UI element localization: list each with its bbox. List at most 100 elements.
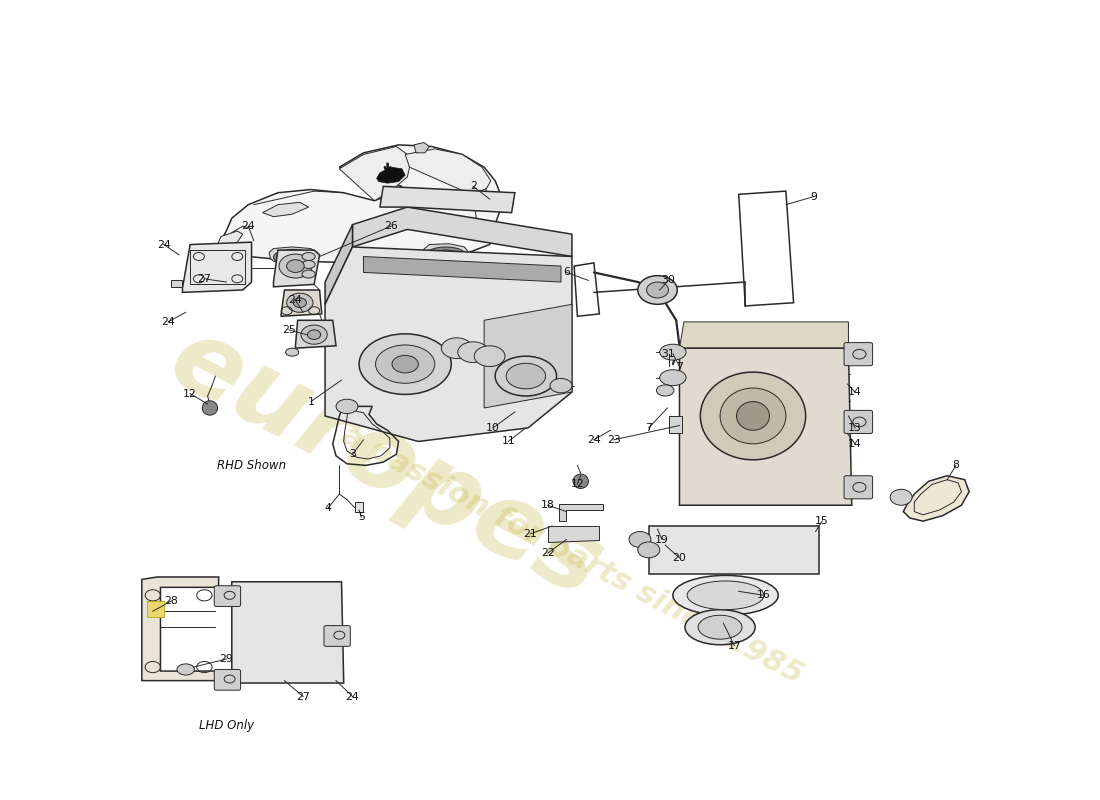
Ellipse shape (274, 250, 313, 266)
Polygon shape (218, 231, 243, 247)
Ellipse shape (720, 388, 785, 444)
Ellipse shape (647, 282, 669, 298)
Polygon shape (548, 526, 600, 542)
Text: 19: 19 (654, 534, 669, 545)
Text: 24: 24 (162, 317, 175, 327)
Text: 22: 22 (541, 548, 554, 558)
Polygon shape (669, 416, 682, 434)
Text: 18: 18 (541, 500, 554, 510)
Polygon shape (376, 167, 405, 183)
Polygon shape (422, 244, 469, 261)
Polygon shape (339, 146, 409, 201)
Polygon shape (559, 504, 603, 521)
Polygon shape (354, 502, 363, 512)
Polygon shape (379, 186, 515, 213)
Text: 28: 28 (165, 596, 178, 606)
Ellipse shape (302, 253, 316, 261)
Polygon shape (363, 257, 561, 282)
Polygon shape (142, 577, 219, 681)
Ellipse shape (336, 399, 358, 414)
Polygon shape (414, 142, 429, 153)
Text: LHD Only: LHD Only (199, 718, 254, 732)
Text: 27: 27 (296, 691, 310, 702)
Text: 14: 14 (848, 387, 862, 397)
Ellipse shape (685, 610, 756, 645)
Polygon shape (282, 290, 322, 316)
Ellipse shape (375, 345, 434, 383)
Ellipse shape (474, 346, 505, 366)
Ellipse shape (301, 325, 328, 344)
Polygon shape (263, 202, 309, 217)
Text: 8: 8 (953, 460, 959, 470)
Ellipse shape (701, 372, 805, 460)
Text: 16: 16 (757, 590, 771, 600)
Text: 30: 30 (661, 275, 675, 286)
Polygon shape (296, 320, 336, 348)
Ellipse shape (688, 581, 764, 610)
Ellipse shape (495, 356, 557, 396)
Text: 26: 26 (384, 222, 398, 231)
Text: 24: 24 (345, 691, 360, 702)
Ellipse shape (638, 276, 678, 304)
Ellipse shape (177, 664, 195, 675)
Text: 20: 20 (672, 553, 686, 563)
Text: 12: 12 (571, 478, 584, 489)
Text: 24: 24 (288, 295, 302, 306)
FancyBboxPatch shape (214, 586, 241, 606)
Ellipse shape (308, 330, 321, 339)
FancyBboxPatch shape (844, 476, 872, 499)
Ellipse shape (638, 542, 660, 558)
Text: 9: 9 (810, 192, 817, 202)
Text: 23: 23 (607, 435, 620, 445)
Text: RHD Shown: RHD Shown (217, 459, 286, 472)
Ellipse shape (550, 378, 572, 393)
FancyBboxPatch shape (214, 670, 241, 690)
Text: 12: 12 (184, 389, 197, 398)
Ellipse shape (202, 401, 218, 415)
Ellipse shape (434, 250, 456, 260)
Ellipse shape (359, 334, 451, 394)
Ellipse shape (441, 338, 472, 358)
Polygon shape (216, 145, 500, 263)
Text: 4: 4 (324, 502, 332, 513)
Text: 25: 25 (282, 325, 296, 335)
Ellipse shape (737, 402, 769, 430)
Text: 14: 14 (848, 439, 862, 449)
Text: 27: 27 (198, 274, 211, 284)
Polygon shape (232, 582, 343, 683)
Text: 7: 7 (646, 423, 652, 433)
Ellipse shape (286, 348, 299, 356)
Text: europes: europes (152, 308, 618, 620)
FancyBboxPatch shape (844, 410, 872, 434)
Ellipse shape (660, 344, 686, 360)
Polygon shape (147, 601, 164, 617)
FancyBboxPatch shape (844, 342, 872, 366)
Text: 5: 5 (358, 512, 365, 522)
Ellipse shape (629, 531, 651, 547)
Polygon shape (680, 322, 848, 348)
Ellipse shape (283, 253, 305, 262)
Text: 24: 24 (587, 435, 601, 445)
Ellipse shape (302, 270, 316, 278)
Ellipse shape (673, 575, 778, 615)
Text: 24: 24 (241, 222, 255, 231)
Polygon shape (183, 242, 252, 292)
Polygon shape (274, 250, 320, 286)
Ellipse shape (302, 261, 316, 269)
Polygon shape (326, 225, 352, 304)
Ellipse shape (279, 254, 312, 278)
Text: 6: 6 (563, 267, 570, 278)
Ellipse shape (287, 293, 314, 312)
Text: 17: 17 (727, 641, 741, 650)
Polygon shape (405, 149, 491, 194)
Polygon shape (903, 476, 969, 521)
Text: 1: 1 (307, 397, 315, 406)
Text: 3: 3 (349, 450, 356, 459)
Text: a passion for parts since 1985: a passion for parts since 1985 (336, 421, 808, 690)
Ellipse shape (294, 298, 307, 307)
Polygon shape (270, 247, 318, 262)
Polygon shape (680, 348, 851, 506)
Polygon shape (326, 247, 572, 442)
Ellipse shape (506, 363, 546, 389)
Ellipse shape (287, 260, 305, 273)
